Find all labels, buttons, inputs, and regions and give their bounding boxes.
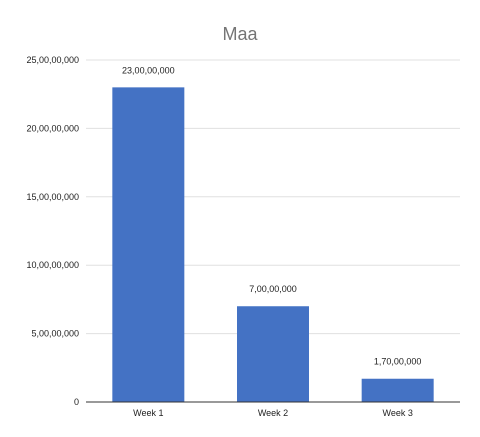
bar-week-2: [237, 306, 309, 402]
data-label: 7,00,00,000: [249, 284, 297, 294]
data-labels: 23,00,00,000 7,00,00,000 1,70,00,000: [122, 65, 421, 366]
data-label: 23,00,00,000: [122, 65, 175, 75]
y-axis-tick-labels: 0 5,00,00,000 10,00,00,000 15,00,00,000 20,0…: [26, 55, 79, 407]
x-tick-label: Week 1: [133, 408, 163, 418]
y-tick-label: 0: [74, 397, 79, 407]
bar-week-3: [361, 378, 434, 402]
x-tick-label: Week 3: [382, 408, 412, 418]
y-tick-label: 10,00,00,000: [26, 260, 79, 270]
x-tick-label: Week 2: [258, 408, 288, 418]
bar-week-1: [112, 87, 185, 403]
chart-title: Maa: [222, 24, 258, 44]
bars: [112, 87, 434, 403]
y-tick-label: 25,00,00,000: [26, 55, 79, 65]
y-tick-label: 15,00,00,000: [26, 192, 79, 202]
data-label: 1,70,00,000: [374, 357, 422, 367]
x-axis-tick-labels: Week 1 Week 2 Week 3: [133, 408, 413, 418]
y-tick-label: 5,00,00,000: [31, 329, 79, 339]
y-tick-label: 20,00,00,000: [26, 123, 79, 133]
